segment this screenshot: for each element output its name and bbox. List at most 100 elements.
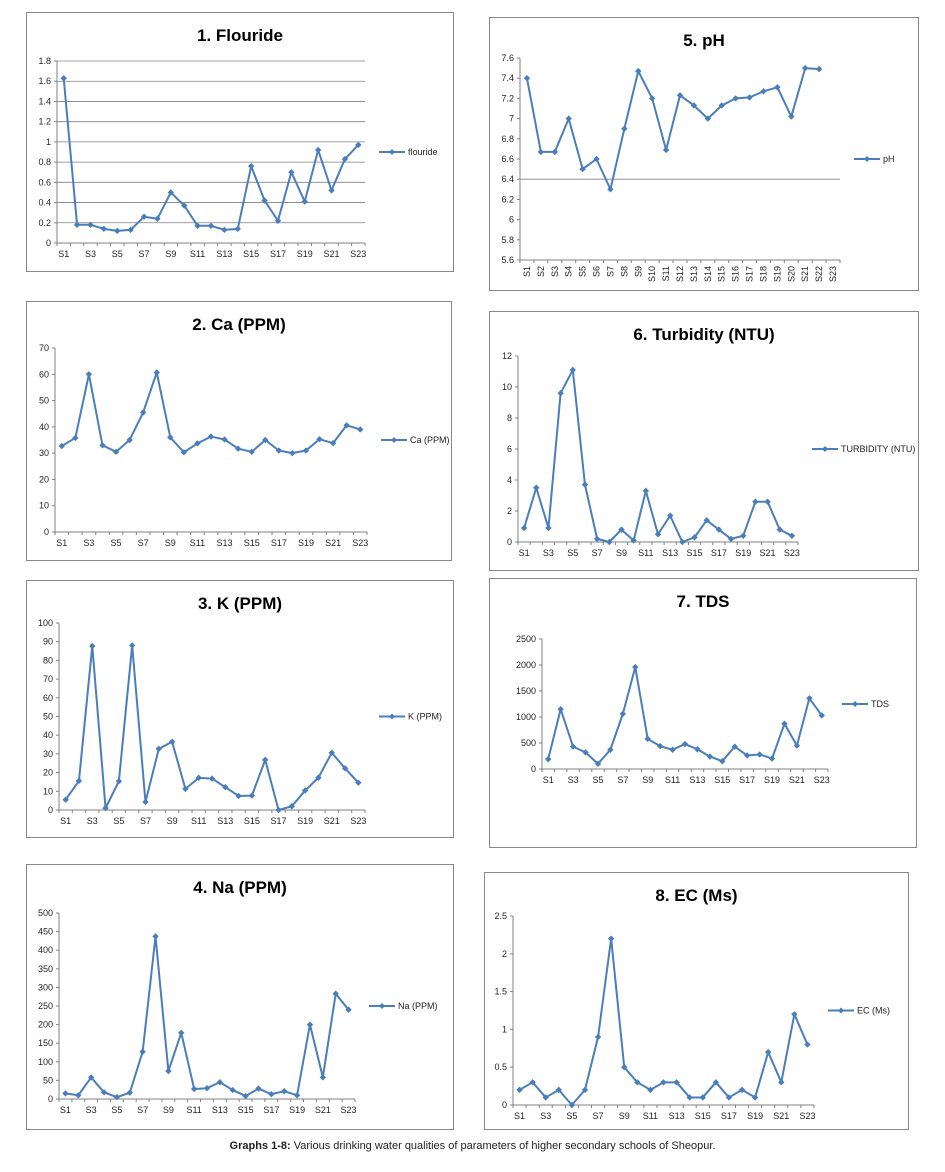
y-tick-label: 0.5: [494, 1062, 507, 1072]
data-point: [73, 221, 81, 228]
data-point: [221, 226, 228, 234]
data-point: [815, 65, 823, 73]
x-tick-label: S7: [139, 249, 150, 259]
data-point: [216, 1079, 224, 1086]
data-point: [581, 481, 589, 488]
y-tick-label: 6.8: [501, 134, 514, 144]
data-point: [319, 1074, 327, 1081]
y-tick-label: 50: [43, 712, 53, 722]
data-point: [139, 1048, 146, 1055]
x-tick-label: S18: [758, 266, 768, 282]
y-tick-label: 50: [39, 396, 49, 406]
data-point: [751, 1094, 759, 1101]
data-point: [115, 778, 123, 785]
data-point: [694, 746, 701, 753]
data-point: [178, 1029, 185, 1036]
data-point: [262, 756, 269, 764]
x-tick-label: S15: [243, 249, 259, 259]
chart-title: 3. K (PPM): [198, 594, 282, 613]
x-tick-label: S23: [814, 775, 830, 785]
data-point: [203, 1085, 211, 1092]
data-point: [343, 422, 350, 429]
data-point: [718, 102, 725, 109]
y-tick-label: 7.6: [501, 53, 514, 63]
legend-label: TURBIDITY (NTU): [841, 444, 915, 454]
data-point: [569, 743, 577, 750]
data-point: [306, 1021, 314, 1028]
data-point: [699, 1094, 706, 1101]
data-point: [691, 534, 698, 541]
data-point: [679, 538, 686, 546]
x-tick-label: S9: [619, 1111, 630, 1121]
y-tick-label: 200: [38, 1020, 53, 1030]
data-point: [168, 738, 176, 745]
x-tick-label: S7: [605, 266, 615, 277]
x-tick-label: S11: [186, 1105, 201, 1115]
data-point: [293, 1092, 301, 1099]
y-tick-label: 40: [43, 730, 53, 740]
x-tick-label: S13: [217, 816, 233, 826]
x-tick-label: S17: [270, 249, 286, 259]
y-tick-label: 0: [48, 805, 53, 815]
figure-caption-label: Graphs 1-8:: [229, 1140, 291, 1152]
y-tick-label: 0.6: [38, 177, 51, 187]
data-point: [551, 148, 558, 156]
x-tick-label: S7: [593, 1111, 604, 1121]
x-tick-label: S7: [140, 816, 151, 826]
data-point: [262, 436, 269, 444]
data-point: [195, 774, 202, 782]
y-tick-label: 450: [38, 927, 53, 937]
legend-label: EC (Ms): [857, 1006, 890, 1016]
x-tick-label: S2: [536, 266, 546, 277]
data-point: [804, 1041, 811, 1048]
x-tick-label: S11: [638, 548, 653, 558]
data-point: [778, 1079, 785, 1086]
x-tick-label: S17: [271, 816, 287, 826]
x-tick-label: S16: [731, 266, 741, 282]
x-tick-label: S9: [167, 816, 178, 826]
data-point: [523, 75, 531, 82]
x-tick-label: S5: [111, 538, 122, 548]
x-tick-label: S23: [828, 266, 838, 282]
y-tick-label: 7.4: [501, 73, 514, 83]
legend-marker: [391, 437, 397, 443]
y-tick-label: 2000: [516, 660, 536, 670]
data-point: [60, 74, 67, 82]
y-tick-label: 50: [43, 1075, 53, 1085]
y-tick-label: 80: [43, 655, 53, 665]
x-tick-label: S9: [642, 775, 653, 785]
x-tick-label: S19: [298, 538, 314, 548]
data-point: [208, 775, 216, 782]
y-tick-label: 60: [43, 693, 53, 703]
x-tick-label: S23: [784, 548, 800, 558]
x-tick-label: S13: [689, 266, 699, 282]
data-point: [764, 1048, 772, 1056]
y-tick-label: 0: [48, 1094, 53, 1104]
x-tick-label: S21: [325, 538, 341, 548]
chart-title: 7. TDS: [677, 592, 730, 611]
data-point: [774, 84, 781, 91]
data-point: [274, 217, 282, 224]
x-tick-label: S23: [350, 249, 366, 259]
y-tick-label: 250: [38, 1001, 53, 1011]
data-point: [329, 439, 337, 447]
data-point: [128, 642, 136, 649]
y-tick-label: 0: [46, 238, 51, 248]
data-point: [328, 187, 335, 194]
data-point: [112, 448, 120, 456]
y-tick-label: 10: [43, 786, 53, 796]
x-tick-label: S23: [799, 1111, 815, 1121]
legend-marker: [389, 149, 395, 155]
data-point: [99, 442, 106, 449]
x-tick-label: S19: [764, 775, 780, 785]
data-point: [85, 371, 93, 378]
data-point: [248, 448, 255, 456]
x-tick-label: S13: [669, 1111, 685, 1121]
x-tick-label: S7: [617, 775, 628, 785]
data-point: [731, 743, 738, 750]
x-tick-label: S17: [271, 538, 287, 548]
y-tick-label: 1500: [516, 686, 536, 696]
x-tick-label: S17: [263, 1105, 279, 1115]
x-tick-label: S15: [687, 548, 703, 558]
x-tick-label: S20: [786, 266, 796, 282]
